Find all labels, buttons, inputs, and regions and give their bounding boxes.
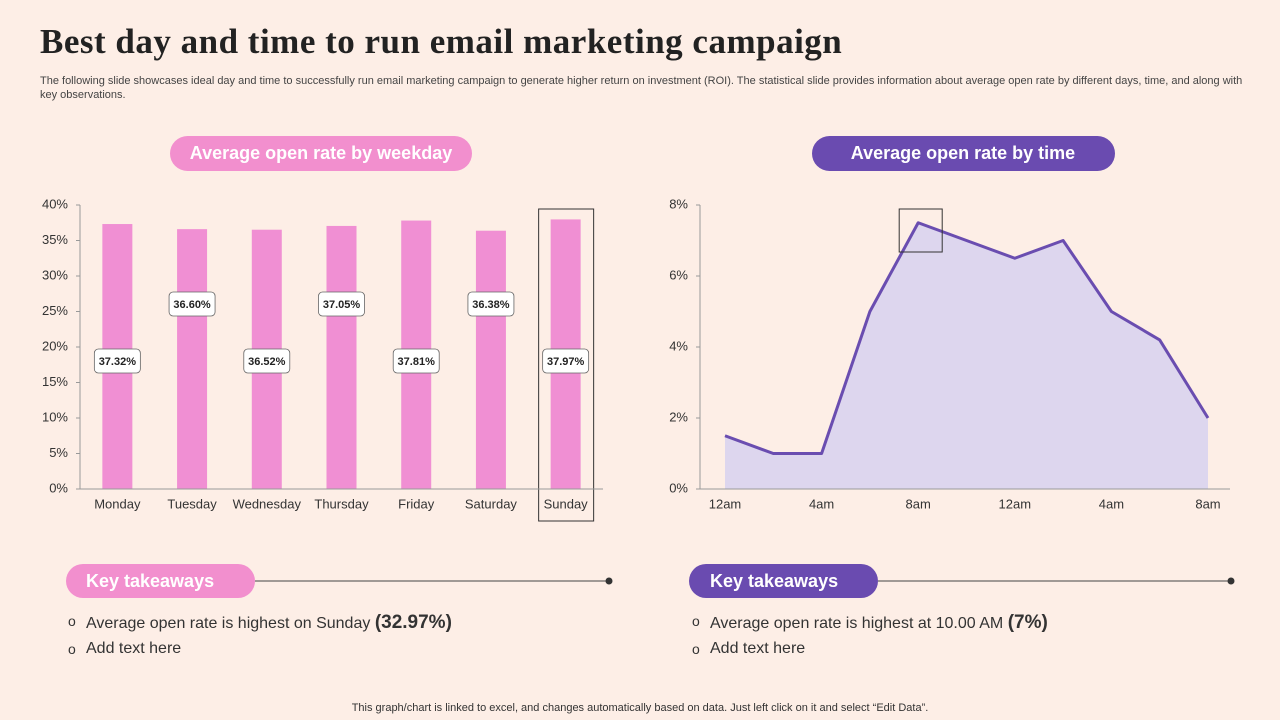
takeaway-list: Average open rate is highest on Sunday (… — [68, 612, 452, 668]
x-tick-label: 12am — [709, 496, 742, 511]
x-tick-label: Tuesday — [167, 496, 217, 511]
takeaway-text: Average open rate is highest at 10.00 AM — [710, 615, 1004, 632]
x-tick-label: Monday — [94, 496, 141, 511]
data-label-box — [93, 348, 141, 374]
takeaway-text: Average open rate is highest on Sunday — [86, 615, 371, 632]
data-label: 37.81% — [398, 356, 436, 368]
pill — [66, 564, 255, 598]
y-tick-label: 2% — [669, 409, 688, 424]
y-tick-label: 15% — [42, 374, 68, 389]
y-tick-label: 6% — [669, 267, 688, 282]
chart-title: Average open rate by weekday — [190, 143, 452, 163]
x-tick-label: 8am — [906, 496, 931, 511]
takeaway-emphasis: (32.97%) — [374, 612, 452, 633]
line — [724, 221, 1210, 455]
x-tick-label: Wednesday — [233, 496, 302, 511]
data-label-box — [392, 348, 440, 374]
data-label: 36.60% — [173, 299, 211, 311]
footer-note: This graph/chart is linked to excel, and… — [351, 702, 929, 714]
y-tick-label: 35% — [42, 232, 68, 247]
data-label-box — [467, 291, 515, 317]
pill — [170, 136, 472, 171]
data-label: 37.97% — [547, 356, 585, 368]
y-tick-label: 4% — [669, 338, 688, 353]
data-label: 36.38% — [472, 299, 510, 311]
chart-title: Average open rate by time — [851, 143, 1075, 163]
data-label-box — [168, 291, 216, 317]
takeaway-heading: Key takeaways — [86, 571, 214, 591]
y-tick-label: 0% — [49, 480, 68, 495]
divider-dot — [605, 577, 613, 585]
x-tick-label: 8am — [1195, 496, 1220, 511]
pill — [812, 136, 1115, 171]
takeaway-text: Add text here — [710, 640, 806, 657]
data-label-box — [542, 348, 590, 374]
data-label: 37.05% — [323, 299, 361, 311]
data-label-box — [243, 348, 291, 374]
bar — [326, 225, 357, 489]
highlight-box — [898, 208, 943, 253]
x-tick-label: Friday — [398, 496, 435, 511]
y-tick-label: 0% — [669, 480, 688, 495]
y-tick-label: 25% — [42, 303, 68, 318]
x-tick-label: 4am — [809, 496, 834, 511]
y-tick-label: 30% — [42, 267, 68, 282]
pill — [689, 564, 878, 598]
data-label-box — [318, 291, 365, 317]
x-tick-label: Thursday — [314, 496, 369, 511]
takeaway-text: Add text here — [86, 640, 182, 657]
x-tick-label: Sunday — [544, 496, 589, 511]
y-tick-label: 40% — [42, 196, 68, 211]
x-tick-label: 12am — [999, 496, 1032, 511]
slide-title: Best day and time to run email marketing… — [40, 22, 843, 61]
bar — [475, 230, 506, 489]
y-tick-label: 20% — [42, 338, 68, 353]
takeaway-emphasis: (7%) — [1007, 612, 1048, 633]
highlight-box — [538, 208, 595, 522]
divider-dot — [1227, 577, 1235, 585]
y-tick-label: 5% — [49, 445, 68, 460]
data-label: 36.52% — [248, 356, 286, 368]
area — [725, 222, 1208, 489]
takeaway-heading: Key takeaways — [710, 571, 838, 591]
data-label: 37.32% — [99, 356, 137, 368]
takeaway-item: Add text here — [692, 640, 1048, 660]
y-tick-label: 8% — [669, 196, 688, 211]
x-tick-label: 4am — [1099, 496, 1124, 511]
x-tick-label: Saturday — [465, 496, 518, 511]
y-tick-label: 10% — [42, 409, 68, 424]
takeaway-item: Add text here — [68, 640, 452, 660]
takeaway-list: Average open rate is highest at 10.00 AM… — [692, 612, 1048, 668]
takeaway-item: Average open rate is highest on Sunday (… — [68, 612, 452, 633]
takeaway-item: Average open rate is highest at 10.00 AM… — [692, 612, 1048, 633]
slide-subtitle: The following slide showcases ideal day … — [40, 75, 1243, 101]
bar — [177, 229, 208, 489]
